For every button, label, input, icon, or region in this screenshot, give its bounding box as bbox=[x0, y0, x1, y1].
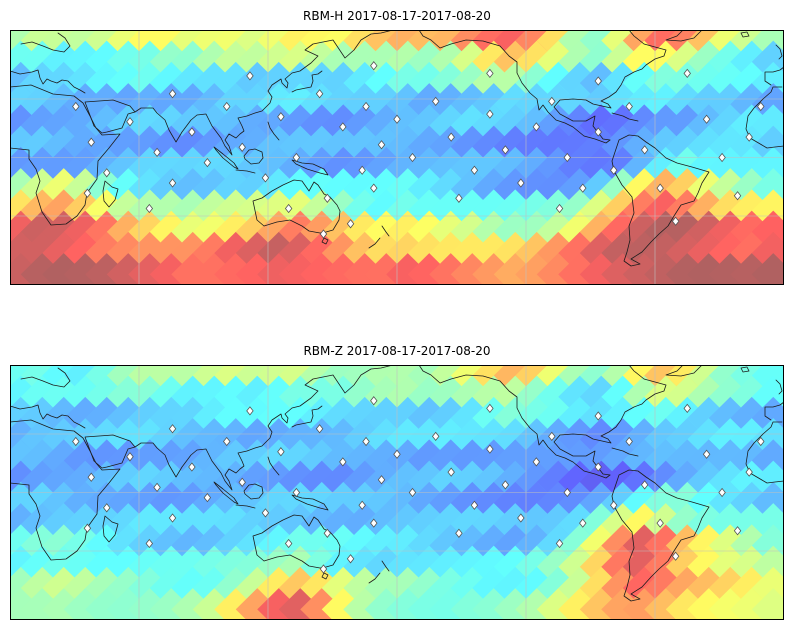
map-panel-rbm-h bbox=[10, 30, 784, 285]
map-rbm-z bbox=[10, 365, 784, 620]
buoy-markers bbox=[72, 396, 765, 574]
map-panel-rbm-z bbox=[10, 365, 784, 620]
map-border bbox=[10, 30, 784, 285]
map-rbm-h bbox=[10, 30, 784, 285]
chart-title-rbm-z: RBM-Z 2017-08-17-2017-08-20 bbox=[303, 344, 491, 358]
heatmap-cells bbox=[10, 365, 784, 620]
map-border bbox=[10, 365, 784, 620]
buoy-markers bbox=[72, 61, 765, 239]
chart-title-rbm-h: RBM-H 2017-08-17-2017-08-20 bbox=[303, 9, 491, 23]
